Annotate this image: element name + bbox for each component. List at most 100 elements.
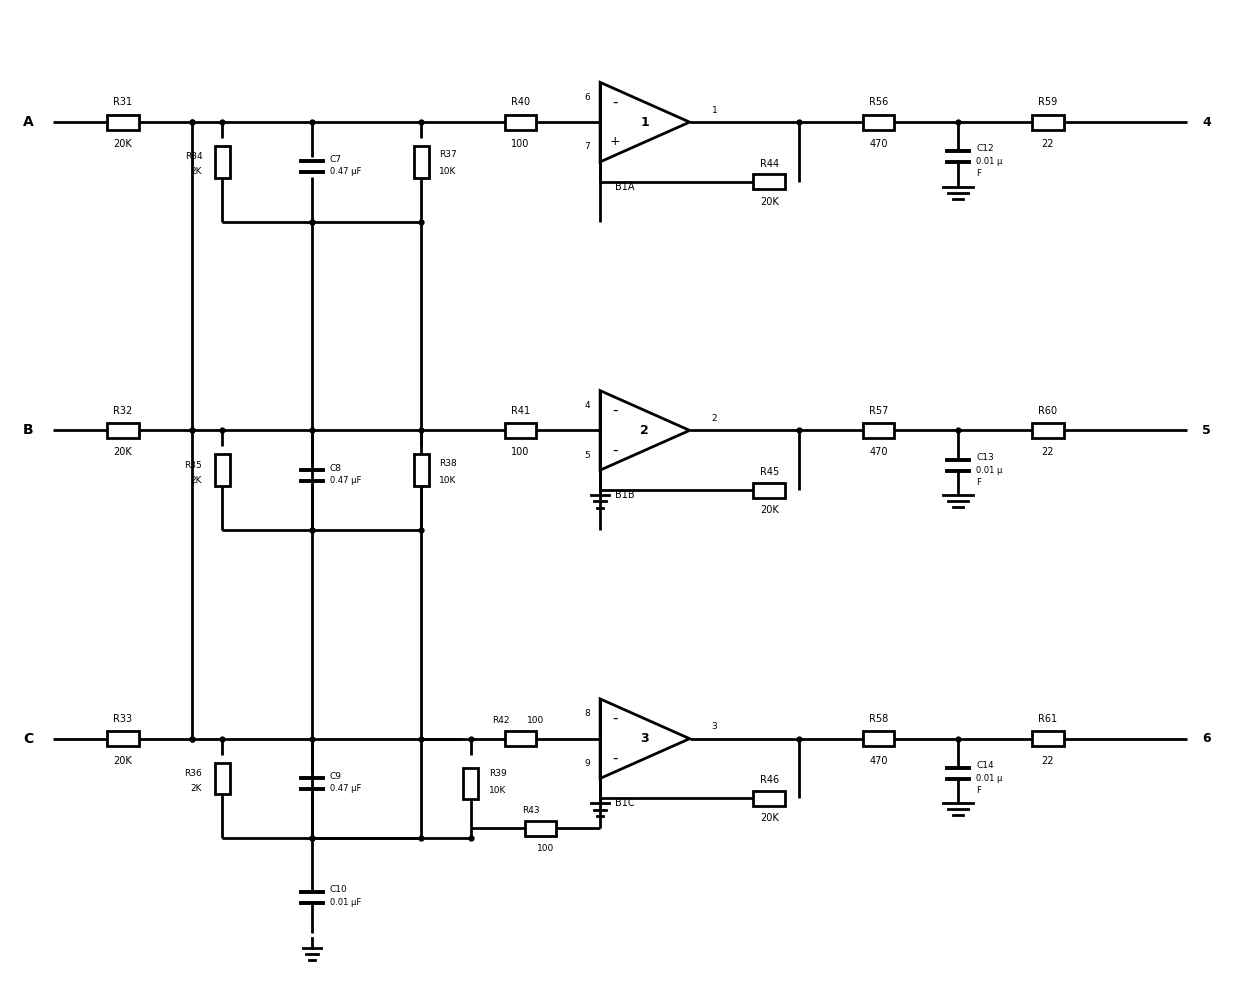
Text: +: + — [610, 135, 620, 148]
Text: 6: 6 — [1203, 732, 1211, 745]
Bar — [753, 483, 785, 498]
Text: 4: 4 — [1203, 116, 1211, 129]
Text: 8: 8 — [584, 709, 590, 718]
Text: 7: 7 — [584, 142, 590, 151]
Text: 9: 9 — [584, 759, 590, 768]
Text: R40: R40 — [511, 97, 531, 107]
Text: 0.01 μ: 0.01 μ — [976, 774, 1002, 783]
Text: 10K: 10K — [439, 167, 456, 176]
Bar — [753, 791, 785, 806]
Bar — [414, 146, 429, 178]
Text: B1B: B1B — [615, 490, 635, 500]
Bar — [1032, 115, 1064, 130]
Text: 0.47 μF: 0.47 μF — [330, 476, 361, 485]
Text: 6: 6 — [584, 93, 590, 102]
Text: 0.01 μ: 0.01 μ — [976, 466, 1002, 475]
Text: B1A: B1A — [615, 182, 635, 192]
Text: -: - — [613, 95, 618, 110]
Text: R37: R37 — [439, 150, 456, 159]
Text: 4: 4 — [584, 401, 590, 410]
Text: F: F — [976, 786, 981, 795]
Text: 0.01 μ: 0.01 μ — [976, 157, 1002, 166]
Text: R61: R61 — [1038, 714, 1058, 724]
Text: R41: R41 — [511, 406, 531, 416]
Text: 0.01 μF: 0.01 μF — [330, 898, 361, 907]
Text: 100: 100 — [537, 844, 554, 853]
Text: C8: C8 — [330, 464, 342, 473]
Text: 1: 1 — [712, 106, 718, 115]
Bar — [505, 423, 537, 438]
Text: 470: 470 — [869, 447, 888, 457]
Text: R39: R39 — [489, 769, 506, 778]
Text: 100: 100 — [527, 716, 544, 725]
Text: 1: 1 — [641, 116, 650, 129]
Text: 20K: 20K — [760, 505, 779, 515]
Text: R45: R45 — [760, 467, 779, 477]
Bar — [464, 768, 479, 799]
Bar — [414, 454, 429, 486]
Bar — [215, 763, 229, 794]
Text: 20K: 20K — [113, 756, 133, 766]
Text: 0.47 μF: 0.47 μF — [330, 167, 361, 176]
Text: 20K: 20K — [113, 447, 133, 457]
Text: R33: R33 — [113, 714, 133, 724]
Text: 22: 22 — [1042, 447, 1054, 457]
Bar — [215, 454, 229, 486]
Text: C12: C12 — [976, 144, 993, 153]
Text: 3: 3 — [641, 732, 650, 745]
Bar — [107, 115, 139, 130]
Text: R43: R43 — [522, 806, 539, 815]
Text: 470: 470 — [869, 139, 888, 149]
Text: 2: 2 — [641, 424, 650, 437]
Text: 22: 22 — [1042, 139, 1054, 149]
Bar — [1032, 423, 1064, 438]
Text: C9: C9 — [330, 772, 342, 781]
Text: -: - — [613, 751, 618, 766]
Text: R38: R38 — [439, 459, 456, 468]
Text: B1C: B1C — [615, 798, 635, 808]
Text: 100: 100 — [511, 139, 529, 149]
Text: 5: 5 — [584, 451, 590, 460]
Bar — [107, 731, 139, 746]
Text: C14: C14 — [976, 761, 993, 770]
Text: 2: 2 — [712, 414, 717, 423]
Text: 3: 3 — [712, 722, 718, 731]
Text: R36: R36 — [185, 769, 202, 778]
Text: R60: R60 — [1038, 406, 1058, 416]
Text: R42: R42 — [492, 716, 510, 725]
Text: 2K: 2K — [191, 167, 202, 176]
Text: R34: R34 — [185, 152, 202, 161]
Text: B: B — [24, 423, 33, 437]
Text: 20K: 20K — [113, 139, 133, 149]
Text: R32: R32 — [113, 406, 133, 416]
Text: 2K: 2K — [191, 784, 202, 793]
Text: R56: R56 — [869, 97, 888, 107]
Text: 20K: 20K — [760, 197, 779, 207]
Text: 2K: 2K — [191, 476, 202, 485]
Text: -: - — [613, 711, 618, 726]
Text: R58: R58 — [869, 714, 888, 724]
Text: R35: R35 — [185, 461, 202, 470]
Text: 10K: 10K — [439, 476, 456, 485]
Text: C13: C13 — [976, 453, 993, 462]
Text: 470: 470 — [869, 756, 888, 766]
Text: C: C — [24, 732, 33, 746]
Text: 20K: 20K — [760, 813, 779, 823]
Bar — [863, 423, 894, 438]
Text: F: F — [976, 478, 981, 487]
Text: 5: 5 — [1203, 424, 1211, 437]
Text: R44: R44 — [760, 159, 779, 169]
Bar — [215, 146, 229, 178]
Bar — [107, 423, 139, 438]
Text: R31: R31 — [113, 97, 133, 107]
Text: R57: R57 — [869, 406, 888, 416]
Text: A: A — [22, 115, 33, 129]
Text: F: F — [976, 169, 981, 178]
Bar — [863, 115, 894, 130]
Bar — [525, 821, 557, 836]
Bar — [863, 731, 894, 746]
Bar — [1032, 731, 1064, 746]
Text: 0.47 μF: 0.47 μF — [330, 784, 361, 793]
Bar — [505, 731, 537, 746]
Text: -: - — [613, 403, 618, 418]
